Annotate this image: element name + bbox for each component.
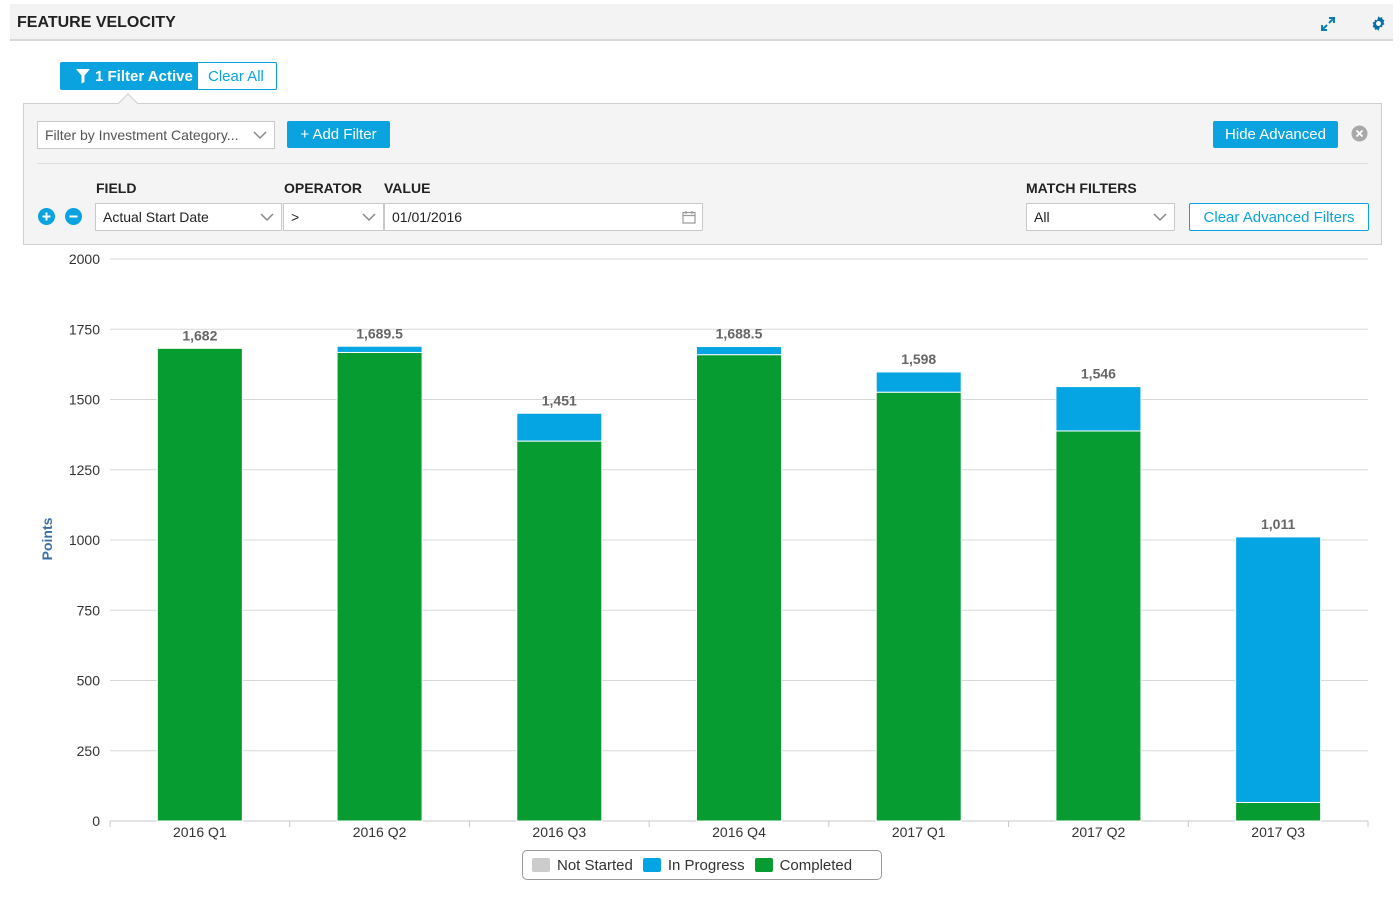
x-tick-label: 2016 Q4 [712,824,766,840]
widget-header: FEATURE VELOCITY [10,4,1393,41]
field-label: FIELD [96,180,137,196]
gear-icon[interactable] [1370,15,1387,32]
bar-completed [516,440,603,822]
clear-advanced-filters-button[interactable]: Clear Advanced Filters [1189,203,1369,231]
legend-item-not-started[interactable]: Not Started [532,857,633,874]
legend-label-not-started: Not Started [557,856,633,874]
panel-divider [37,163,1368,164]
field-select-value: Actual Start Date [103,209,209,225]
legend-label-in-progress: In Progress [667,856,745,874]
date-value-input[interactable]: 01/01/2016 [384,203,703,231]
bar-total-label: 1,688.5 [716,326,763,342]
bar-total-label: 1,546 [1081,366,1116,382]
match-filters-value: All [1034,209,1050,225]
y-tick-label: 750 [77,602,101,618]
y-tick-label: 2000 [69,251,100,267]
filter-active-label: 1 Filter Active [95,67,193,85]
y-tick-label: 1750 [69,321,100,337]
x-tick-label: 2017 Q3 [1251,824,1305,840]
add-filter-button[interactable]: + Add Filter [287,121,390,148]
match-filters-select[interactable]: All [1026,203,1175,231]
y-tick-label: 1500 [69,392,100,408]
calendar-icon[interactable] [682,210,696,224]
legend-swatch-in-progress [642,858,661,872]
hide-advanced-button[interactable]: Hide Advanced [1213,121,1338,148]
widget-title: FEATURE VELOCITY [17,14,176,31]
funnel-icon [76,69,90,84]
y-tick-label: 500 [77,673,101,689]
bar-completed [875,391,962,822]
bar-completed [156,347,243,822]
bar-in-progress [1235,536,1322,803]
bar-completed [1235,801,1322,822]
remove-row-icon[interactable] [65,208,82,225]
legend-label-completed: Completed [779,856,853,874]
bar-in-progress [696,346,782,356]
bar-total-label: 1,598 [901,351,936,367]
investment-category-placeholder: Filter by Investment Category... [45,127,239,143]
x-tick-label: 2016 Q1 [173,824,227,840]
investment-category-select[interactable]: Filter by Investment Category... [37,121,275,149]
operator-select-value: > [291,209,300,225]
bar-completed [336,351,423,822]
bar-total-label: 1,011 [1261,516,1295,532]
chart-legend: Not Started In Progress Completed [522,850,882,880]
bar-total-label: 1,451 [542,392,577,408]
expand-icon[interactable] [1320,16,1336,32]
advanced-filter-panel: Filter by Investment Category... + Add F… [23,103,1382,245]
legend-item-in-progress[interactable]: In Progress [642,856,745,874]
bar-completed [696,354,782,822]
bar-completed [1055,430,1142,822]
chevron-down-icon [260,213,274,222]
y-tick-label: 250 [77,743,101,759]
value-label: VALUE [384,180,431,196]
operator-label: OPERATOR [284,180,363,196]
x-tick-label: 2016 Q3 [532,824,586,840]
x-tick-label: 2017 Q2 [1072,824,1126,840]
filter-status-pill: 1 Filter Active Clear All [60,62,277,90]
add-row-icon[interactable] [38,208,55,225]
close-icon[interactable] [1351,125,1368,142]
bar-total-label: 1,682 [182,327,217,343]
y-tick-label: 1000 [69,532,100,548]
bar-in-progress [516,412,603,442]
match-filters-label: MATCH FILTERS [1026,180,1137,196]
legend-swatch-not-started [532,858,550,872]
legend-item-completed[interactable]: Completed [754,856,853,874]
bar-in-progress [336,345,423,353]
chevron-down-icon [1153,213,1167,222]
legend-swatch-completed [754,858,773,872]
operator-select[interactable]: > [283,203,384,231]
y-tick-label: 0 [92,813,100,829]
bar-in-progress [1055,386,1142,432]
x-tick-label: 2016 Q2 [353,824,407,840]
x-tick-label: 2017 Q1 [892,824,946,840]
bar-in-progress [875,371,962,393]
date-value-text: 01/01/2016 [392,209,463,225]
filter-active-button[interactable]: 1 Filter Active [61,63,198,89]
chevron-down-icon [253,131,267,140]
y-axis-title: Points [39,517,55,560]
feature-velocity-chart: 0 250 500 750 1000 1250 1500 1750 2000 Points 1,68… [39,251,1369,840]
bar-total-label: 1,689.5 [356,325,403,341]
field-select[interactable]: Actual Start Date [95,203,282,231]
y-tick-label: 1250 [69,462,100,478]
chevron-down-icon [362,213,376,222]
clear-all-link[interactable]: Clear All [208,67,264,85]
